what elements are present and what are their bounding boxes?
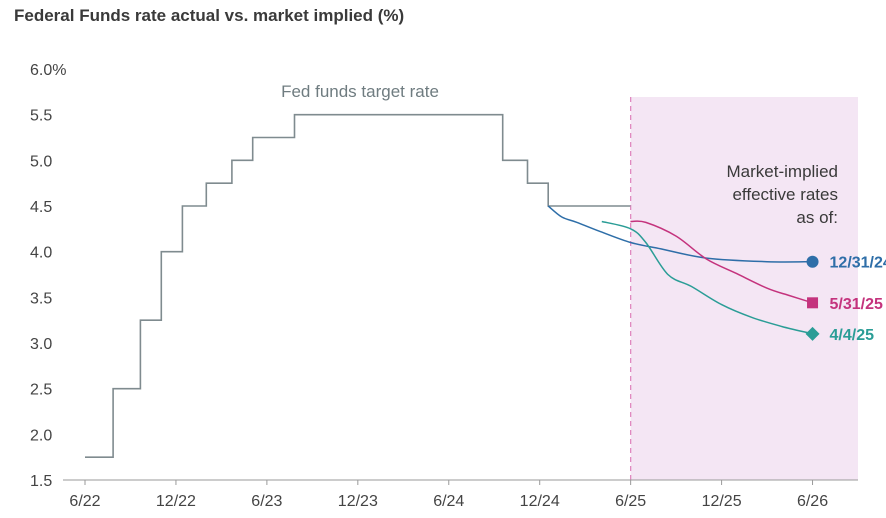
y-tick-label: 3.5 (30, 290, 52, 307)
annotation-market-line: effective rates (732, 185, 838, 204)
x-tick-labels: 6/22 12/22 6/23 12/23 6/24 12/24 6/25 12/25 6/26 (69, 493, 828, 510)
series-line-4-4-25 (601, 220, 813, 335)
series-label-5-31-25: 5/31/25 (830, 296, 883, 313)
x-tick-label: 6/23 (251, 493, 282, 510)
y-tick-labels: 1.5 2.0 2.5 3.0 3.5 4.0 4.5 5.0 5.5 6.0% (30, 62, 66, 490)
y-tick-label: 3.0 (30, 336, 52, 353)
x-tick-label: 12/24 (520, 493, 560, 510)
x-tick-marks (84, 480, 814, 485)
series-line-5-31-25 (630, 220, 813, 304)
y-tick-label: 2.5 (30, 382, 52, 399)
chart-title: Federal Funds rate actual vs. market imp… (14, 6, 405, 25)
y-tick-label: 4.5 (30, 199, 52, 216)
series-label-12-31-24: 12/31/24 (830, 255, 886, 272)
y-tick-label: 5.0 (30, 153, 52, 170)
y-tick-label: 5.5 (30, 108, 52, 125)
annotation-market-line: Market-implied (727, 162, 838, 181)
annotation-market-line: as of: (796, 208, 838, 227)
series-line-fed-funds-target-rate (85, 113, 631, 458)
marker-square-5-31-25 (807, 297, 819, 309)
annotation-market-implied: Market-implied effective rates as of: (727, 162, 838, 227)
series-label-4-4-25: 4/4/25 (830, 327, 875, 344)
series-line-12-31-24 (547, 205, 813, 263)
forecast-shaded-region (630, 97, 858, 480)
y-tick-label: 6.0% (30, 62, 66, 79)
series-end-labels: 12/31/24 5/31/25 4/4/25 (830, 255, 886, 344)
x-tick-label: 6/25 (615, 493, 646, 510)
annotation-target-rate: Fed funds target rate (281, 82, 439, 101)
series-markers (805, 255, 820, 341)
y-tick-label: 2.0 (30, 427, 52, 444)
marker-diamond-4-4-25 (805, 326, 820, 341)
x-tick-label: 6/22 (69, 493, 100, 510)
x-tick-label: 6/24 (433, 493, 464, 510)
x-tick-label: 12/23 (338, 493, 378, 510)
x-tick-label: 6/26 (797, 493, 828, 510)
series-lines (85, 113, 813, 458)
x-tick-label: 12/22 (156, 493, 196, 510)
x-tick-label: 12/25 (702, 493, 742, 510)
marker-circle-12-31-24 (806, 255, 819, 268)
y-tick-label: 4.0 (30, 245, 52, 262)
y-tick-label: 1.5 (30, 473, 52, 490)
